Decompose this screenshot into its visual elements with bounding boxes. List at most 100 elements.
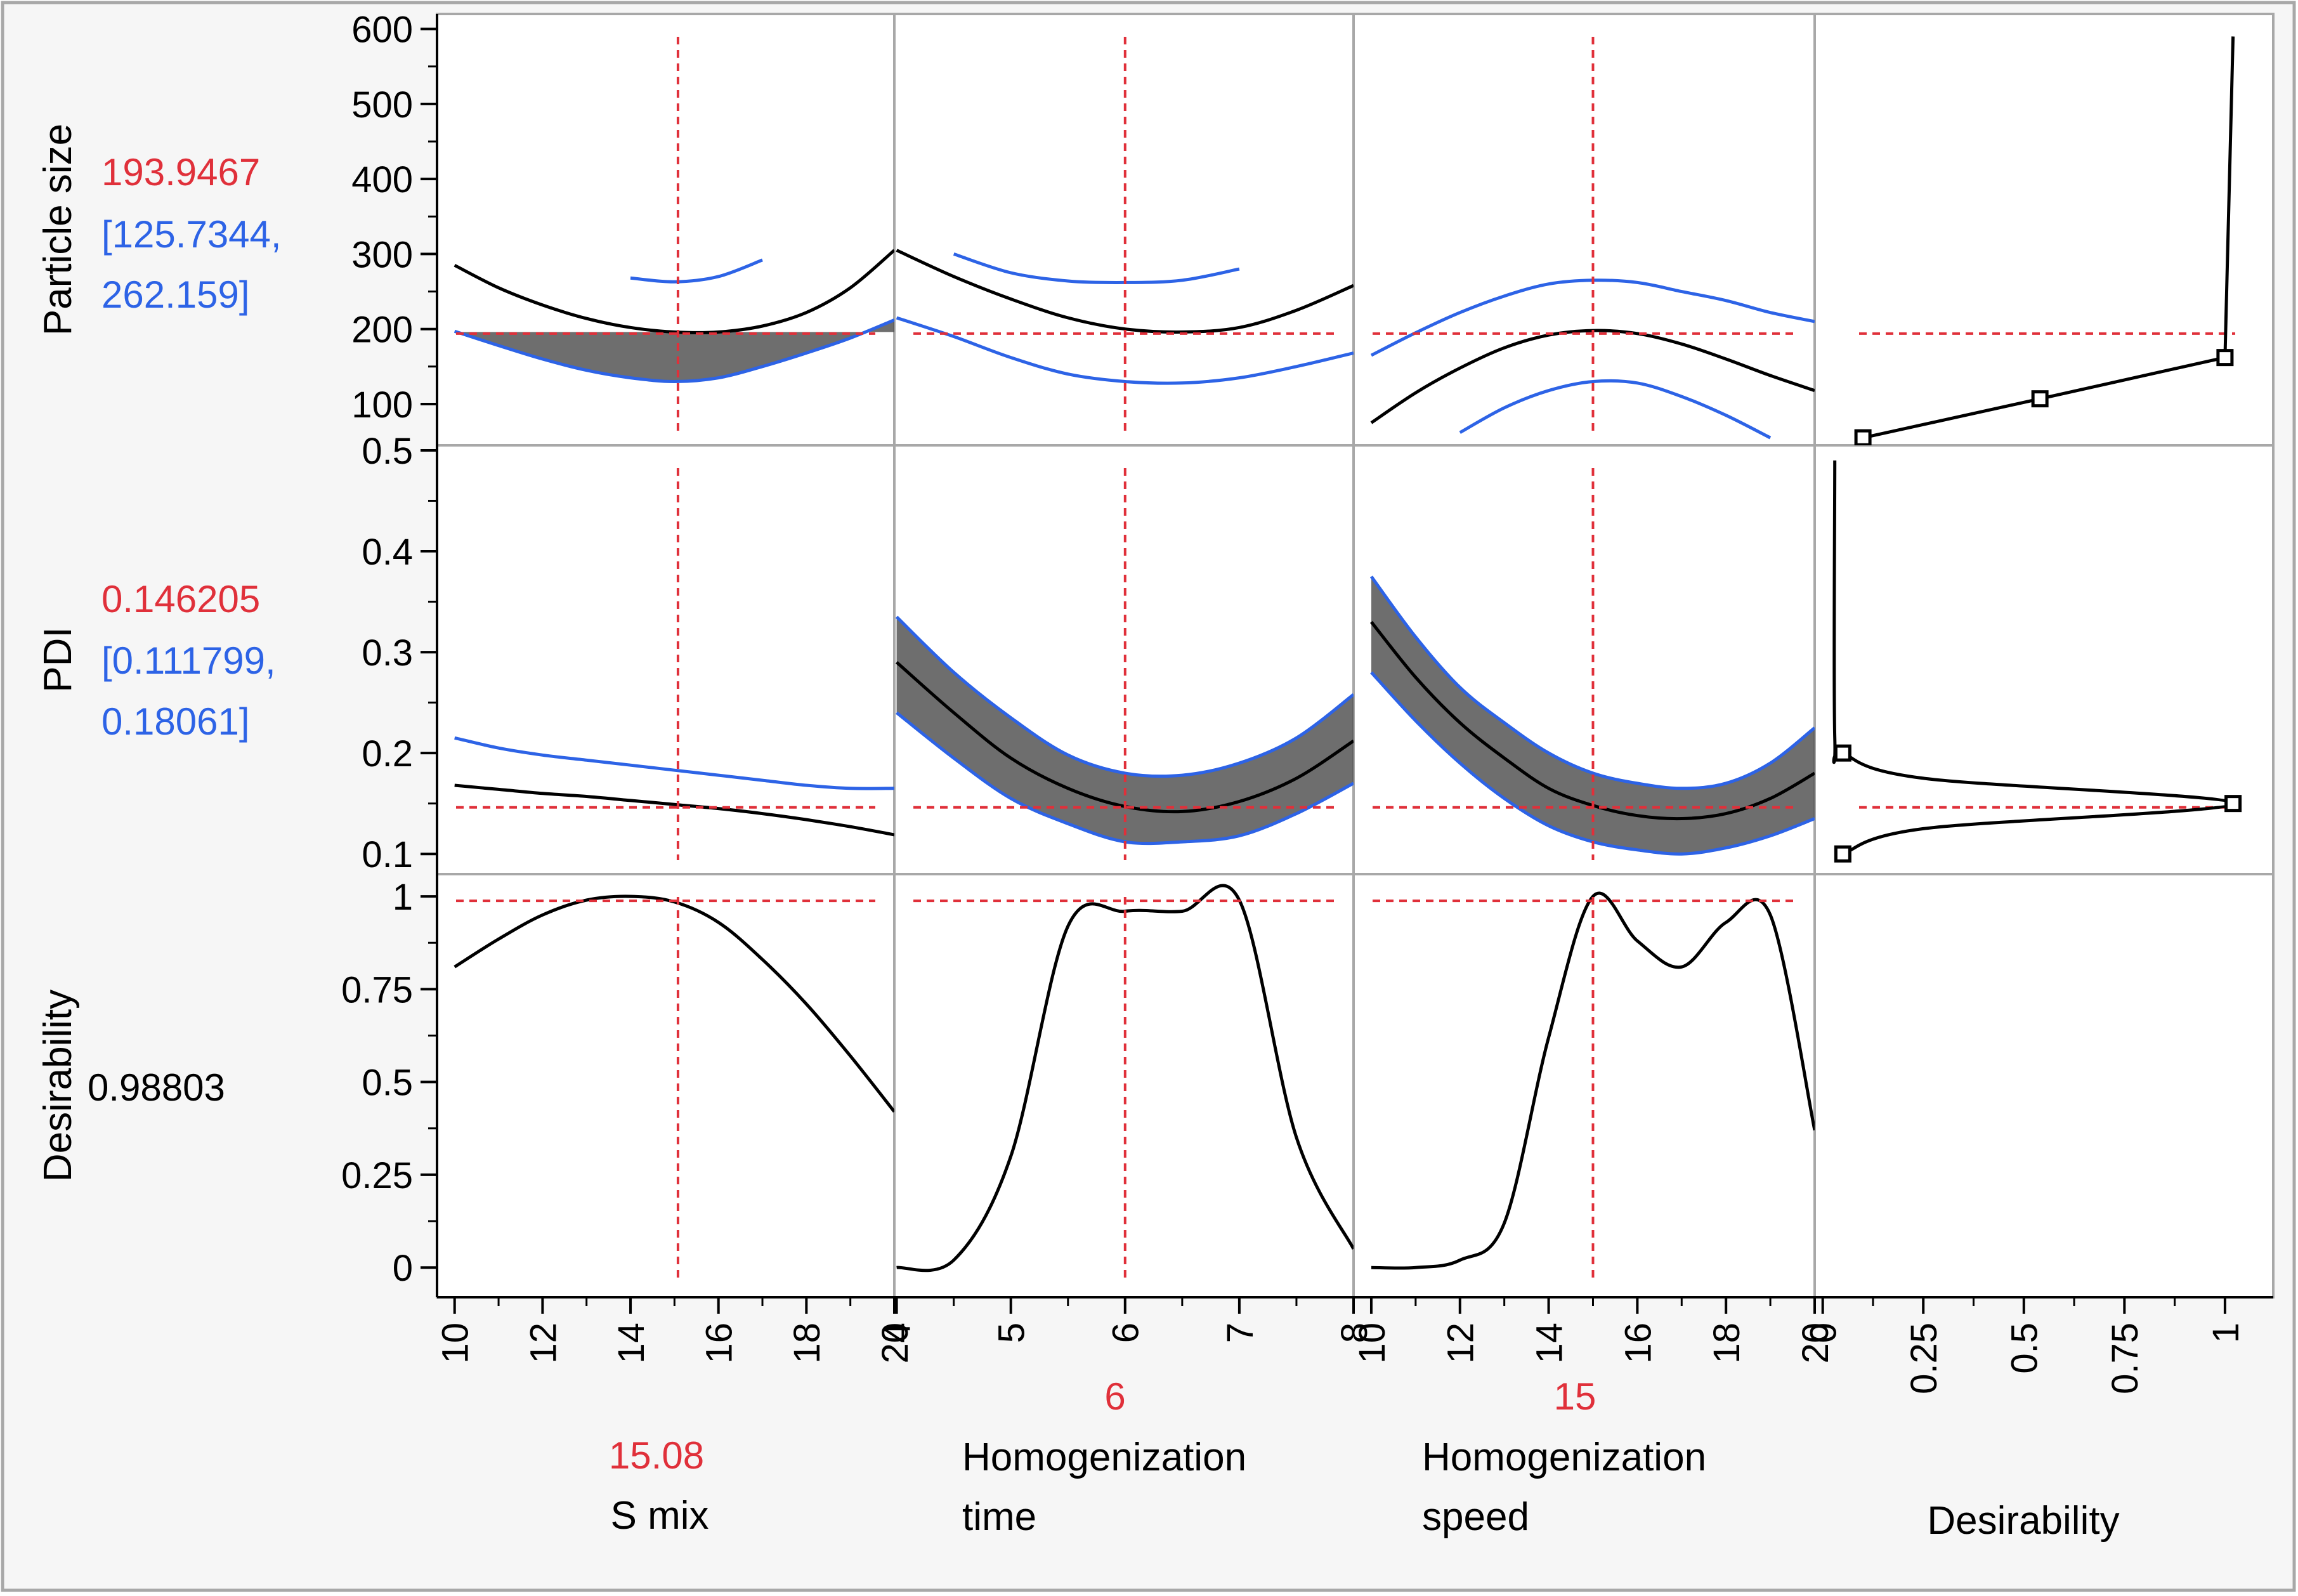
panel-1-3 (1813, 444, 2275, 875)
desirability-fn-1 (1832, 460, 2242, 863)
x-tick-label: 0.75 (2105, 1323, 2146, 1394)
factor-name: speed (1422, 1495, 1529, 1539)
y-tick-label: 600 (351, 10, 413, 51)
desirability-trace (454, 894, 894, 1113)
panel-0-3 (1813, 13, 2275, 447)
y-tick-label: 100 (351, 384, 413, 426)
pdi-ci-low: [0.111799, (101, 639, 276, 682)
desirability-function-line (1862, 36, 2235, 440)
panel-1-0 (436, 444, 896, 875)
desirability-handle-2[interactable] (2224, 795, 2242, 813)
desirability-fn-0 (1854, 36, 2235, 445)
x-tick-label: 0.25 (1903, 1323, 1945, 1394)
lower-ci-line (1459, 379, 1772, 440)
response-name: Desirability (36, 990, 80, 1182)
lower-ci-line (454, 318, 894, 383)
factor-current-value: 15.08 (609, 1434, 704, 1477)
upper-ci-line (454, 736, 894, 790)
confidence-band (1371, 576, 1815, 854)
x-tick-label: 16 (1617, 1323, 1659, 1364)
y-tick-label: 500 (351, 84, 413, 126)
panel-plot-0-1 (896, 37, 1354, 431)
panel-plot-0-0 (454, 37, 894, 431)
lower-ci-line (1370, 671, 1815, 856)
y-tick-label: 0.75 (341, 969, 413, 1011)
panel-plot-1-1 (895, 468, 1354, 860)
desirability-handle-2[interactable] (2216, 349, 2234, 367)
panel-plot-1-0 (454, 468, 894, 860)
factor-name: Desirability (1927, 1499, 2119, 1543)
x-tick-label: 10 (435, 1323, 476, 1364)
desirability-handle-1[interactable] (2031, 390, 2049, 408)
prediction-trace (896, 249, 1354, 334)
particle-size-value: 193.9467 (101, 151, 260, 193)
x-tick-label: 1 (2205, 1323, 2247, 1343)
y-tick-label: 200 (351, 310, 413, 351)
factor-name: time (962, 1495, 1036, 1539)
factor-name: Homogenization (1422, 1436, 1706, 1479)
factor-current-value: 6 (1104, 1375, 1125, 1418)
upper-ci-line (953, 252, 1240, 284)
x-tick-label: 18 (787, 1323, 828, 1364)
y-tick-label: 0.5 (362, 431, 413, 472)
x-tick-label: 12 (523, 1323, 564, 1364)
lower-ci-line (896, 316, 1354, 385)
panel-2-0 (436, 873, 896, 1298)
desirability-function-line (1832, 460, 2235, 856)
upper-ci-line (1369, 575, 1815, 790)
confidence-band (454, 320, 894, 382)
upper-ci-line (895, 615, 1354, 778)
y-tick-label: 0.25 (341, 1155, 413, 1196)
panel-0-2 (1352, 13, 1816, 447)
factor-current-value: 15 (1554, 1375, 1596, 1418)
y-tick-label: 0.4 (362, 532, 413, 573)
pdi-value: 0.146205 (101, 578, 260, 620)
x-tick-label: 20 (1795, 1323, 1836, 1364)
x-tick-label: 0.5 (2004, 1323, 2046, 1374)
particle-size-ci-low: [125.7344, (101, 213, 282, 256)
x-tick-label: 18 (1706, 1323, 1747, 1364)
factor-name: Homogenization (962, 1436, 1246, 1479)
x-tick-label: 4 (877, 1323, 918, 1343)
prediction-trace (454, 783, 894, 837)
desirability-handle-0[interactable] (1834, 845, 1851, 863)
response-name: PDI (36, 627, 80, 692)
y-tick-label: 300 (351, 234, 413, 275)
panel-plot-0-2 (1370, 37, 1815, 440)
x-tick-label: 12 (1440, 1323, 1482, 1364)
y-tick-label: 0 (393, 1248, 413, 1289)
pdi-ci-high: 0.18061] (101, 700, 250, 743)
x-tick-label: 14 (611, 1323, 652, 1364)
y-tick-label: 1 (393, 877, 413, 918)
x-tick-label: 6 (1106, 1323, 1147, 1343)
panel-plot-2-1 (896, 884, 1354, 1283)
prediction-trace (454, 249, 894, 334)
panel-plot-2-2 (1371, 891, 1815, 1283)
response-name: Particle size (36, 124, 80, 336)
upper-ci-line (630, 258, 763, 284)
factor-name: S mix (611, 1494, 709, 1538)
desirability-handle-0[interactable] (1854, 429, 1872, 445)
y-tick-label: 0.1 (362, 834, 413, 875)
panel-2-2 (1352, 873, 1816, 1298)
x-tick-label: 20 (875, 1323, 916, 1364)
desirability-handle-1[interactable] (1834, 744, 1851, 762)
x-tick-label: 16 (699, 1323, 740, 1364)
y-tick-label: 400 (351, 159, 413, 200)
confidence-band (896, 617, 1354, 844)
prediction-trace (1370, 620, 1815, 821)
panel-plot-2-0 (454, 894, 894, 1283)
desirability-value: 0.98803 (88, 1066, 225, 1109)
x-tick-label: 7 (1220, 1323, 1261, 1343)
x-tick-label: 10 (1352, 1323, 1393, 1364)
panel-2-3 (1813, 873, 2275, 1298)
panel-plot-1-2 (1369, 468, 1815, 860)
y-tick-label: 0.2 (362, 733, 413, 775)
y-tick-label: 0.5 (362, 1063, 413, 1104)
particle-size-ci-high: 262.159] (101, 273, 250, 316)
y-tick-label: 0.3 (362, 632, 413, 674)
x-tick-label: 5 (991, 1323, 1033, 1343)
x-tick-label: 8 (1334, 1323, 1375, 1343)
